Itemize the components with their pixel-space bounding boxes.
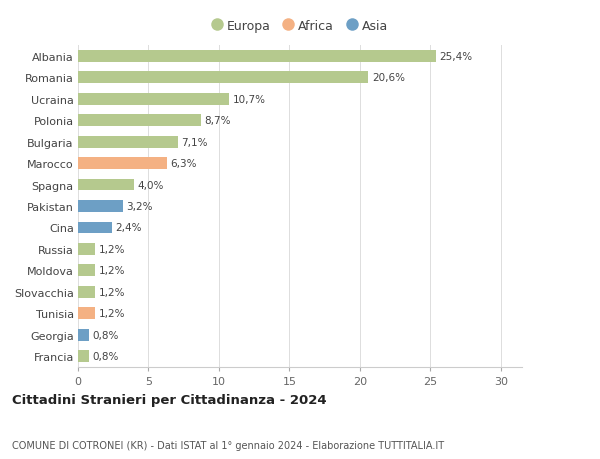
Text: 1,2%: 1,2% xyxy=(98,287,125,297)
Bar xyxy=(78,286,95,298)
Bar xyxy=(78,243,95,255)
Bar xyxy=(78,72,368,84)
Text: 0,8%: 0,8% xyxy=(93,352,119,362)
Text: 6,3%: 6,3% xyxy=(170,159,197,169)
Bar xyxy=(78,115,200,127)
Bar xyxy=(78,308,95,319)
Text: 8,7%: 8,7% xyxy=(204,116,230,126)
Text: 1,2%: 1,2% xyxy=(98,308,125,319)
Text: 7,1%: 7,1% xyxy=(182,137,208,147)
Text: 1,2%: 1,2% xyxy=(98,266,125,276)
Bar xyxy=(78,329,89,341)
Text: COMUNE DI COTRONEI (KR) - Dati ISTAT al 1° gennaio 2024 - Elaborazione TUTTITALI: COMUNE DI COTRONEI (KR) - Dati ISTAT al … xyxy=(12,440,444,450)
Bar xyxy=(78,351,89,363)
Text: 25,4%: 25,4% xyxy=(440,51,473,62)
Text: 1,2%: 1,2% xyxy=(98,244,125,254)
Bar xyxy=(78,265,95,277)
Text: 2,4%: 2,4% xyxy=(115,223,142,233)
Bar xyxy=(78,179,134,191)
Bar xyxy=(78,94,229,106)
Bar xyxy=(78,136,178,148)
Bar xyxy=(78,158,167,170)
Text: 20,6%: 20,6% xyxy=(372,73,405,83)
Bar xyxy=(78,51,436,62)
Bar xyxy=(78,222,112,234)
Text: Cittadini Stranieri per Cittadinanza - 2024: Cittadini Stranieri per Cittadinanza - 2… xyxy=(12,393,326,406)
Bar xyxy=(78,201,123,213)
Text: 4,0%: 4,0% xyxy=(138,180,164,190)
Text: 0,8%: 0,8% xyxy=(93,330,119,340)
Text: 3,2%: 3,2% xyxy=(127,202,153,212)
Text: 10,7%: 10,7% xyxy=(232,95,265,105)
Legend: Europa, Africa, Asia: Europa, Africa, Asia xyxy=(212,20,388,33)
